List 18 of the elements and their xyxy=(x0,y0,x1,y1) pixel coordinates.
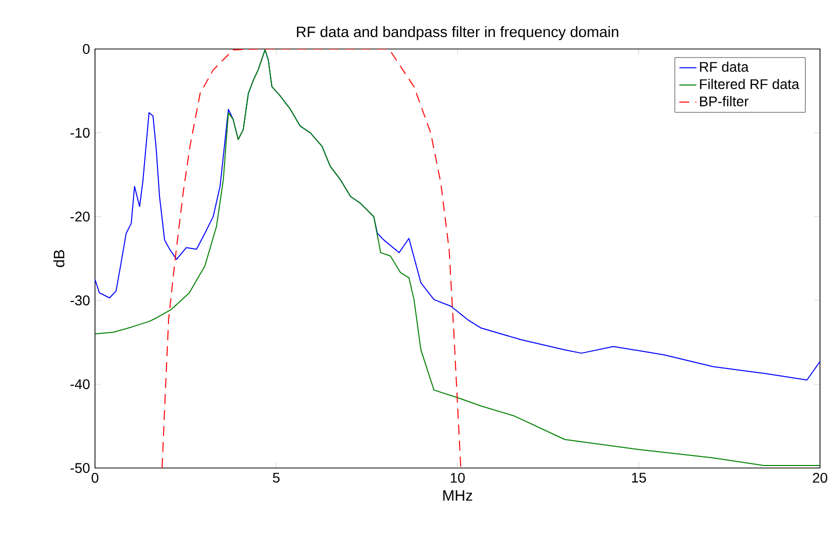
x-axis-title: MHz xyxy=(443,490,472,501)
y-tick-label: -20 xyxy=(70,212,90,222)
y-tick-label: -40 xyxy=(70,379,90,390)
y-tick-label: -10 xyxy=(70,128,90,138)
x-tick-label: 0 xyxy=(92,472,98,483)
legend-label: RF data xyxy=(700,62,749,72)
legend-label: BP-filter xyxy=(700,96,748,106)
chart-title: RF data and bandpass filter in frequency domain xyxy=(296,26,618,40)
legend-label: Filtered RF data xyxy=(700,78,800,90)
y-tick-label: -30 xyxy=(70,295,90,306)
line-series xyxy=(95,49,820,466)
x-tick-label: 5 xyxy=(272,472,280,483)
y-axis-title: dB xyxy=(53,250,64,268)
x-tick-label: 15 xyxy=(632,472,646,483)
x-tick-label: 20 xyxy=(812,472,828,483)
y-tick-label: -50 xyxy=(70,463,90,473)
y-tick-label: 0 xyxy=(82,44,90,54)
x-tick-label: 10 xyxy=(450,472,465,483)
